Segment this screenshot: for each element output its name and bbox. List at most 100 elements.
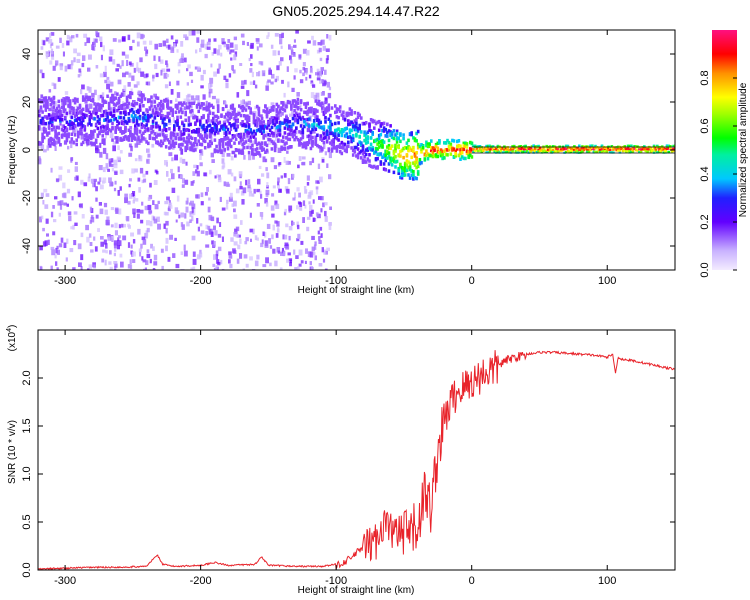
spectrogram-noise-cell	[316, 77, 321, 81]
spectrogram-ridge-cell	[303, 124, 306, 129]
spectrogram-ridge-cell	[190, 143, 194, 147]
spectrogram-noise-cell	[308, 74, 312, 79]
spectrogram-ridge-cell	[238, 134, 241, 138]
spectrogram-ridge-cell	[168, 127, 171, 131]
spectrogram-ridge-cell	[392, 129, 396, 133]
spectrogram-noise-cell	[280, 175, 283, 179]
spectrogram-ridge-cell	[83, 97, 87, 101]
spectrogram-noise-cell	[265, 85, 269, 91]
spectrogram-ridge-cell	[390, 163, 394, 167]
spectrogram-ridge-cell	[68, 110, 72, 114]
spectrogram-noise-cell	[62, 182, 66, 189]
spectrogram-noise-cell	[124, 193, 128, 200]
spectrogram-noise-cell	[231, 65, 234, 70]
spectrogram-ridge-cell	[485, 151, 488, 154]
spectrogram-noise-cell	[320, 208, 323, 213]
spectrogram-ridge-cell	[257, 151, 261, 155]
spectrogram-ridge-cell	[369, 129, 373, 133]
spectrogram-noise-cell	[191, 235, 196, 241]
spectrogram-ridge-cell	[132, 110, 135, 115]
spectrogram-ridge-cell	[72, 108, 75, 113]
spectrogram-ridge-cell	[472, 150, 475, 153]
spectrogram-ridge-cell	[345, 132, 348, 136]
spectrogram-noise-cell	[143, 73, 148, 79]
spectrogram-ridge-cell	[503, 151, 506, 154]
spectrogram-ridge-cell	[41, 116, 44, 121]
spectrogram-ridge-cell	[272, 133, 275, 138]
spectrogram-ridge-cell	[304, 146, 308, 150]
spectrogram-ridge-cell	[356, 111, 360, 116]
spectrogram-ridge-cell	[459, 144, 462, 148]
spectrogram-noise-cell	[149, 182, 152, 188]
spectrogram-ridge-cell	[299, 99, 303, 103]
spectrogram-noise-cell	[128, 72, 132, 78]
spectrogram-noise-cell	[112, 141, 116, 145]
spectrogram-ridge-cell	[506, 147, 509, 150]
spectrogram-noise-cell	[211, 240, 215, 245]
spectrogram-ridge-cell	[495, 149, 498, 152]
spectrogram-ridge-cell	[321, 101, 324, 105]
spectrogram-noise-cell	[69, 112, 72, 119]
spectrogram-ridge-cell	[77, 134, 80, 139]
spectrogram-ridge-cell	[576, 150, 579, 153]
spectrogram-noise-cell	[48, 89, 52, 93]
spectrogram-ridge-cell	[57, 136, 61, 141]
spectrogram-noise-cell	[276, 247, 281, 253]
spectrogram-noise-cell	[197, 226, 200, 232]
spectrogram-ridge-cell	[335, 149, 339, 153]
spectrogram-noise-cell	[281, 111, 284, 116]
spectrogram-noise-cell	[102, 177, 107, 184]
spectrogram-ridge-cell	[68, 123, 72, 127]
spectrogram-ridge-cell	[340, 113, 344, 117]
spectrogram-noise-cell	[50, 167, 53, 173]
spectrogram-ridge-cell	[330, 139, 334, 143]
spectrogram-ridge-cell	[38, 109, 41, 114]
spectrogram-ridge-cell	[397, 136, 400, 141]
spectrogram-noise-cell	[67, 211, 72, 216]
spectrogram-noise-cell	[260, 61, 264, 66]
spectrogram-ridge-cell	[99, 114, 103, 118]
spectrogram-ridge-cell	[293, 99, 296, 103]
spectrogram-ridge-cell	[291, 130, 295, 135]
spectrogram-ridge-cell	[262, 136, 265, 140]
spectrogram-noise-cell	[41, 72, 45, 79]
spectrogram-noise-cell	[230, 155, 234, 161]
spectrogram-noise-cell	[93, 236, 96, 241]
spectrogram-noise-cell	[202, 69, 206, 75]
spectrogram-noise-cell	[140, 209, 144, 214]
spectrogram-ridge-cell	[499, 147, 503, 150]
spectrogram-ridge-cell	[480, 150, 483, 153]
spectrogram-ridge-cell	[57, 99, 61, 104]
spectrogram-noise-cell	[200, 43, 205, 48]
spectrogram-noise-cell	[274, 220, 278, 224]
spectrogram-noise-cell	[108, 261, 112, 265]
spectrogram-ridge-cell	[459, 151, 462, 156]
spectrogram-ridge-cell	[434, 142, 438, 147]
spectrogram-noise-cell	[114, 171, 118, 175]
spectrogram-noise-cell	[45, 193, 50, 197]
spectrogram-ridge-cell	[52, 142, 56, 146]
spectrogram-ridge-cell	[410, 173, 413, 177]
spectrogram-ridge-cell	[221, 138, 225, 142]
spectrogram-ridge-cell	[231, 112, 235, 116]
spectrogram-noise-cell	[283, 173, 287, 178]
spectrogram-ridge-cell	[384, 134, 387, 138]
spectrogram-noise-cell	[189, 219, 192, 223]
spectrogram-noise-cell	[211, 159, 215, 163]
spectrogram-ridge-cell	[460, 147, 464, 151]
spectrogram-ridge-cell	[316, 101, 319, 106]
spectrogram-noise-cell	[133, 67, 136, 73]
spectrogram-ridge-cell	[259, 123, 262, 127]
spectrogram-ridge-cell	[286, 124, 290, 128]
spectrogram-ridge-cell	[342, 144, 345, 148]
spectrogram-ridge-cell	[537, 148, 540, 151]
spectrogram-noise-cell	[172, 253, 176, 258]
spectrogram-ridge-cell	[643, 145, 646, 148]
spectrogram-ridge-cell	[298, 130, 301, 134]
spectrogram-noise-cell	[233, 231, 237, 237]
spectrogram-ridge-cell	[177, 127, 181, 132]
spectrogram-noise-cell	[174, 207, 179, 214]
spectrogram-ridge-cell	[600, 144, 604, 147]
spectrogram-noise-cell	[320, 39, 325, 45]
spectrogram-ridge-cell	[347, 135, 350, 140]
